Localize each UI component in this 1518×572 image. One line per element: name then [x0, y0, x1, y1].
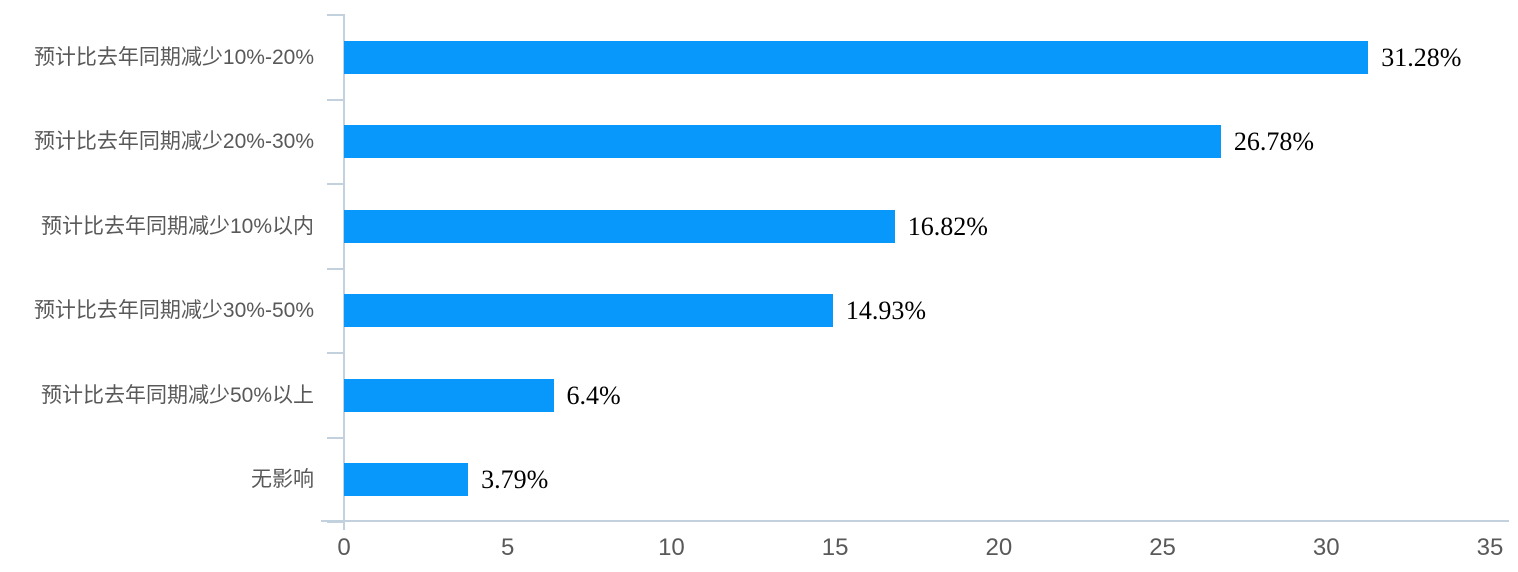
bar	[344, 125, 1221, 159]
y-axis-tick	[327, 183, 344, 185]
x-axis-tick-label: 35	[1476, 534, 1504, 561]
x-axis-tick-label: 30	[1312, 534, 1340, 561]
y-axis-tick	[327, 521, 344, 523]
y-axis-line	[343, 14, 345, 530]
value-label: 6.4%	[566, 380, 621, 410]
x-axis-tick-label: 5	[501, 534, 515, 561]
category-label: 预计比去年同期减少10%-20%	[33, 45, 314, 69]
value-label: 16.82%	[907, 211, 988, 241]
x-axis-tick-label: 25	[1149, 534, 1176, 561]
category-label: 预计比去年同期减少30%-50%	[33, 299, 314, 323]
x-axis-tick-label: 10	[658, 534, 685, 561]
bar	[344, 378, 554, 412]
y-axis-tick	[327, 352, 344, 354]
y-axis-tick	[327, 14, 344, 16]
value-label: 14.93%	[845, 296, 927, 326]
category-label: 预计比去年同期减少50%以上	[40, 383, 314, 407]
bar	[344, 209, 895, 243]
value-label: 31.28%	[1381, 42, 1462, 72]
value-label: 26.78%	[1233, 127, 1315, 157]
x-axis-tick-label: 20	[985, 534, 1013, 561]
x-axis-tick-label: 15	[821, 534, 849, 561]
y-axis-tick	[327, 436, 344, 439]
category-label: 无影响	[251, 468, 314, 492]
bar	[344, 40, 1369, 74]
category-label: 预计比去年同期减少10%以内	[40, 214, 314, 238]
bar	[344, 463, 469, 497]
x-axis-tick-label: 0	[337, 534, 351, 561]
y-axis-tick	[327, 98, 344, 101]
x-axis-line	[321, 520, 1509, 522]
y-axis-tick	[327, 267, 344, 270]
category-label: 预计比去年同期减少20%-30%	[33, 130, 314, 154]
bar	[344, 294, 833, 328]
value-label: 3.79%	[481, 465, 549, 495]
